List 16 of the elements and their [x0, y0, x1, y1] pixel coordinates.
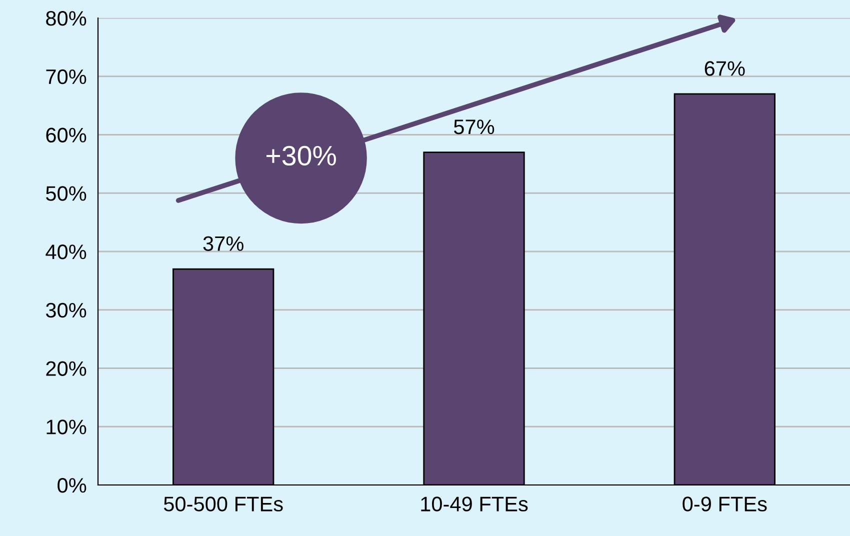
annotation: +30% — [266, 146, 336, 166]
y-tick-label: 50% — [46, 186, 86, 201]
x-tick-label: 10-49 FTEs — [421, 496, 528, 512]
y-tick-label: 60% — [46, 128, 86, 143]
x-tick-label: 0-9 FTEs — [682, 496, 767, 512]
data-label: 67% — [704, 61, 745, 76]
y-tick-label: 80% — [46, 11, 86, 26]
data-label: 37% — [203, 236, 244, 252]
y-tick-label: 0% — [58, 478, 86, 493]
y-tick-label: 70% — [46, 69, 86, 84]
x-tick-label: 50-500 FTEs — [164, 496, 283, 512]
y-tick-label: 40% — [46, 244, 86, 260]
y-tick-label: 10% — [46, 420, 86, 434]
data-label: 57% — [454, 120, 494, 134]
y-tick-label: 30% — [46, 302, 86, 318]
y-tick-label: 20% — [46, 361, 86, 376]
